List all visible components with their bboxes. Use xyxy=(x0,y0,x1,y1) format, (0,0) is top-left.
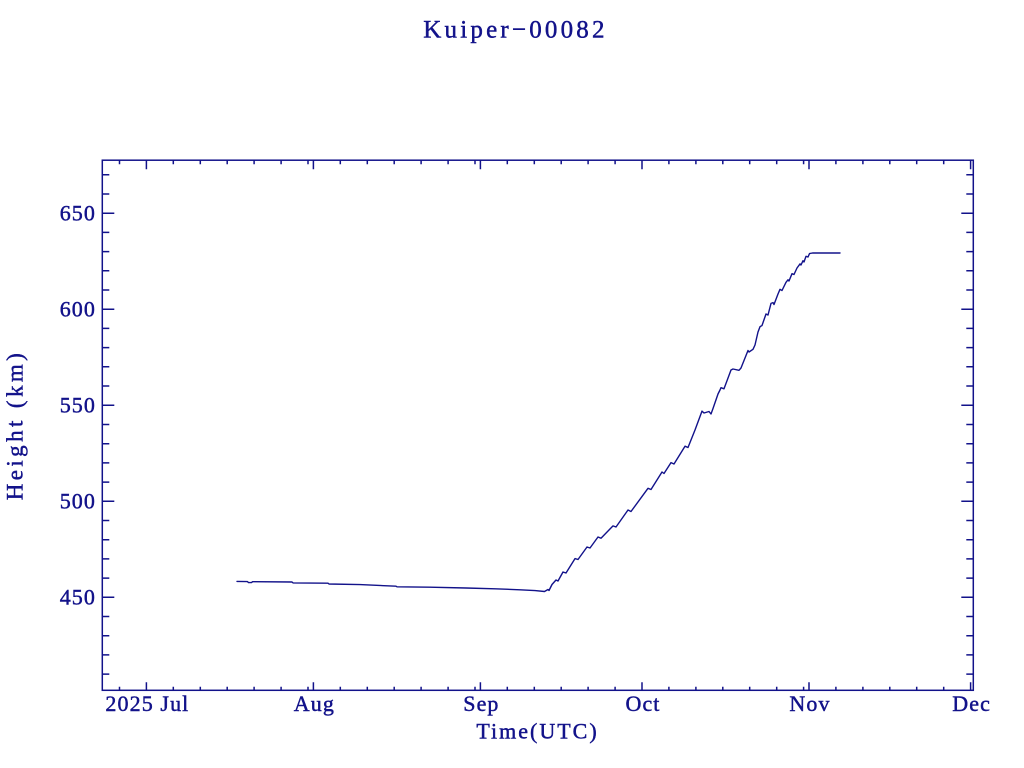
svg-text:450: 450 xyxy=(60,584,96,609)
svg-text:Dec: Dec xyxy=(952,691,991,716)
svg-text:Kuiper−00082: Kuiper−00082 xyxy=(423,16,607,43)
svg-text:2025 Jul: 2025 Jul xyxy=(105,691,189,716)
svg-text:650: 650 xyxy=(60,200,96,225)
svg-text:Nov: Nov xyxy=(789,691,830,716)
svg-text:Sep: Sep xyxy=(463,691,499,716)
svg-text:550: 550 xyxy=(60,392,96,417)
svg-text:Height (km): Height (km) xyxy=(3,350,28,500)
svg-text:600: 600 xyxy=(60,296,96,321)
svg-text:500: 500 xyxy=(60,488,96,513)
svg-text:Oct: Oct xyxy=(625,691,660,716)
svg-text:Aug: Aug xyxy=(294,691,335,716)
svg-text:Time(UTC): Time(UTC) xyxy=(476,718,598,743)
